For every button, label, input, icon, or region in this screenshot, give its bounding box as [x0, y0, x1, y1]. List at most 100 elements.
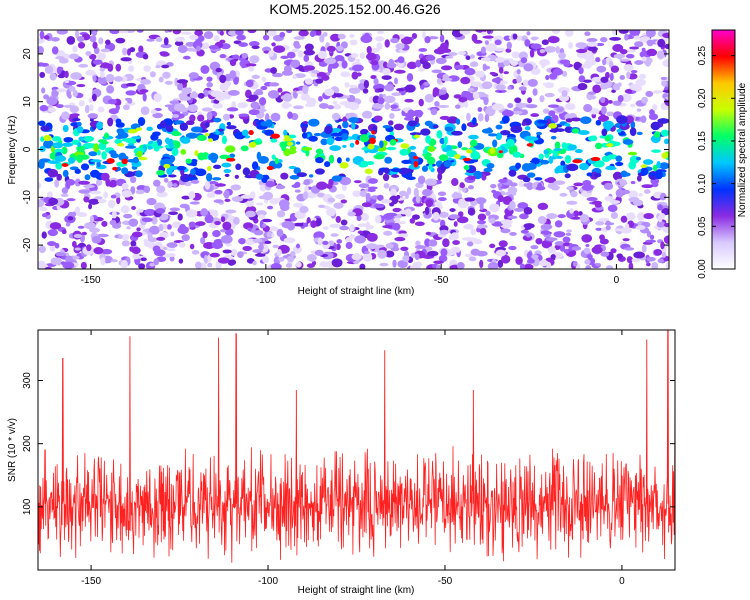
heatmap-cell	[204, 133, 210, 137]
heatmap-cell	[624, 223, 630, 230]
heatmap-cell	[247, 30, 257, 34]
heatmap-cell	[663, 138, 669, 145]
heatmap-cell	[518, 180, 524, 188]
heatmap-cell	[515, 256, 523, 265]
heatmap-cell	[583, 104, 593, 113]
heatmap-cell	[577, 82, 588, 91]
heatmap-cell	[178, 258, 184, 264]
heatmap-cell	[443, 136, 448, 145]
heatmap-cell	[163, 178, 169, 183]
heatmap-cell	[367, 186, 378, 190]
heatmap-cell	[476, 220, 486, 225]
heatmap-cell	[636, 108, 642, 112]
heatmap-cell	[470, 150, 480, 160]
heatmap-cell	[179, 122, 189, 131]
heatmap-cell	[211, 241, 223, 250]
heatmap-cell	[635, 78, 647, 86]
heatmap-cell	[88, 198, 100, 205]
heatmap-cell	[359, 134, 370, 143]
heatmap-cell	[150, 109, 157, 115]
heatmap-cell	[401, 159, 412, 164]
heatmap-cell	[466, 149, 473, 154]
heatmap-cell	[258, 243, 264, 251]
heatmap-cell	[334, 136, 343, 142]
heatmap-cell	[558, 52, 566, 60]
heatmap-cell	[149, 71, 156, 78]
heatmap-cell	[269, 197, 279, 205]
heatmap-cell	[606, 143, 614, 148]
heatmap-cell	[215, 67, 222, 73]
heatmap-cell	[615, 188, 624, 198]
heatmap-cell	[550, 254, 556, 260]
heatmap-cell	[410, 252, 416, 259]
heatmap-cell	[89, 35, 97, 43]
heatmap-cell	[101, 220, 108, 227]
heatmap-cell	[285, 263, 293, 268]
heatmap-cell	[424, 120, 433, 127]
heatmap-cell	[270, 138, 278, 143]
heatmap-cell	[384, 39, 390, 48]
heatmap-cell	[39, 71, 46, 78]
heatmap-cell	[141, 217, 153, 223]
heatmap-cell	[77, 41, 86, 49]
heatmap-cell	[304, 185, 309, 194]
heatmap-cell	[466, 241, 474, 247]
heatmap-cell	[629, 46, 640, 50]
heatmap-cell	[56, 257, 62, 266]
heatmap-cell	[432, 211, 440, 221]
heatmap-cell	[414, 221, 425, 227]
heatmap-cell	[200, 236, 206, 245]
heatmap-cell	[116, 196, 121, 205]
heatmap-cell	[509, 200, 516, 210]
heatmap-cell	[255, 138, 262, 143]
heatmap-cell	[84, 104, 90, 114]
heatmap-cell	[301, 132, 308, 139]
heatmap-cell	[298, 30, 309, 37]
heatmap-cell	[204, 214, 214, 224]
heatmap-cell	[523, 183, 528, 187]
heatmap-cell	[262, 255, 270, 264]
heatmap-cell	[295, 141, 301, 145]
heatmap-cell	[552, 150, 559, 158]
heatmap-cell	[92, 30, 98, 37]
heatmap-cell	[616, 253, 624, 259]
heatmap-cell	[411, 214, 420, 220]
heatmap-cell	[212, 177, 222, 181]
heatmap-cell	[489, 243, 496, 249]
heatmap-cell	[134, 170, 143, 178]
heatmap-cell	[107, 199, 116, 209]
heatmap-cell	[38, 245, 46, 254]
heatmap-cell	[626, 71, 631, 79]
heatmap-cell	[329, 33, 341, 42]
heatmap-cell	[140, 78, 151, 85]
heatmap-cell	[530, 244, 539, 250]
heatmap-cell	[302, 191, 309, 200]
heatmap-cell	[624, 33, 629, 41]
heatmap-cell	[160, 52, 170, 57]
heatmap-cell	[287, 111, 293, 119]
heatmap-cell	[99, 64, 108, 69]
heatmap-cell	[276, 210, 286, 218]
heatmap-cell	[459, 182, 465, 188]
heatmap-cell	[95, 178, 103, 186]
heatmap-cell	[598, 217, 610, 222]
heatmap-cell	[434, 100, 440, 107]
heatmap-cell	[523, 263, 534, 269]
heatmap-cell	[432, 124, 439, 129]
heatmap-cell	[635, 225, 646, 230]
heatmap-cell	[652, 164, 658, 172]
heatmap-cell	[422, 148, 428, 155]
heatmap-cell	[508, 146, 515, 155]
heatmap-cell	[495, 249, 506, 257]
heatmap-cell	[179, 96, 192, 101]
heatmap-cell	[264, 129, 275, 136]
heatmap-cell	[559, 244, 566, 252]
heatmap-cell	[235, 30, 244, 36]
heatmap-cell	[413, 134, 420, 139]
heatmap-cell	[622, 238, 630, 242]
heatmap-cell	[432, 87, 440, 96]
heatmap-cell	[339, 225, 350, 231]
heatmap-cell	[55, 161, 63, 170]
heatmap-cell	[208, 152, 219, 162]
